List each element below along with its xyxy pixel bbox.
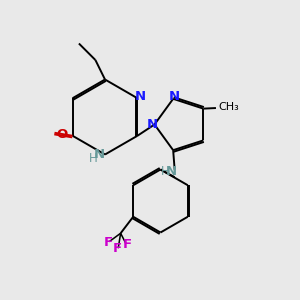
Text: F: F: [123, 238, 132, 251]
Text: N: N: [166, 165, 177, 178]
Text: H: H: [161, 165, 170, 178]
Text: H: H: [89, 152, 98, 165]
Text: CH₃: CH₃: [218, 102, 239, 112]
Text: N: N: [134, 90, 146, 103]
Text: N: N: [146, 118, 158, 131]
Text: O: O: [56, 128, 68, 141]
Text: N: N: [94, 148, 105, 161]
Text: F: F: [113, 242, 122, 255]
Text: F: F: [103, 236, 112, 249]
Text: N: N: [169, 90, 180, 103]
